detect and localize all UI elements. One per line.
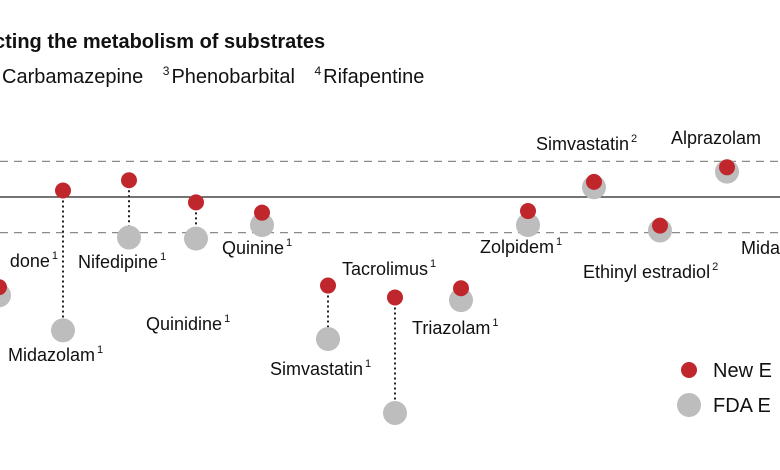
new-point <box>0 279 7 296</box>
point-label: Nifedipine 1 <box>78 251 166 272</box>
fda-point <box>250 213 274 238</box>
legend-label: FDA E <box>713 395 771 417</box>
point-label: Simvastatin 1 <box>270 358 371 379</box>
fda-point <box>316 327 340 352</box>
point-label: Quinine 1 <box>222 237 292 258</box>
new-point <box>719 159 735 176</box>
fda-point <box>383 401 407 425</box>
new-point <box>652 217 668 234</box>
new-point <box>586 173 602 190</box>
new-point <box>520 203 536 220</box>
footnote-line: Carbamazepine 3 Phenobarbital 4 Rifapentin… <box>0 64 424 89</box>
footnote-1: Carbamazepine <box>2 66 144 88</box>
new-point <box>254 204 270 221</box>
legend-new-marker <box>681 362 697 378</box>
fda-point <box>184 226 208 251</box>
fda-point <box>449 288 473 313</box>
new-point <box>121 172 137 189</box>
new-point <box>387 289 403 306</box>
footnote-4: 4 Rifapentine <box>314 64 425 88</box>
point-label: Alprazolam <box>671 128 761 148</box>
new-point <box>55 182 71 199</box>
point-label: Simvastatin 2 <box>536 133 637 154</box>
point-label: Midazolam 1 <box>8 344 103 365</box>
fda-point <box>117 225 141 250</box>
fda-point <box>516 213 540 238</box>
new-point <box>320 277 336 294</box>
point-label: Mida <box>741 238 780 258</box>
chart-title: cting the metabolism of substrates <box>0 31 326 53</box>
legend-label: New E <box>713 360 772 382</box>
point-label: Triazolam 1 <box>412 317 498 338</box>
point-label: Tacrolimus 1 <box>342 258 436 279</box>
new-point <box>453 280 469 297</box>
footnote-3: 3 Phenobarbital <box>162 64 295 88</box>
point-label: Zolpidem 1 <box>480 236 562 257</box>
point-label: Ethinyl estradiol 2 <box>583 261 718 282</box>
point-label: Quinidine 1 <box>146 313 230 334</box>
legend-fda-marker <box>677 393 701 417</box>
point-label: done 1 <box>10 250 58 271</box>
new-point <box>188 194 204 211</box>
fda-point <box>51 318 75 343</box>
